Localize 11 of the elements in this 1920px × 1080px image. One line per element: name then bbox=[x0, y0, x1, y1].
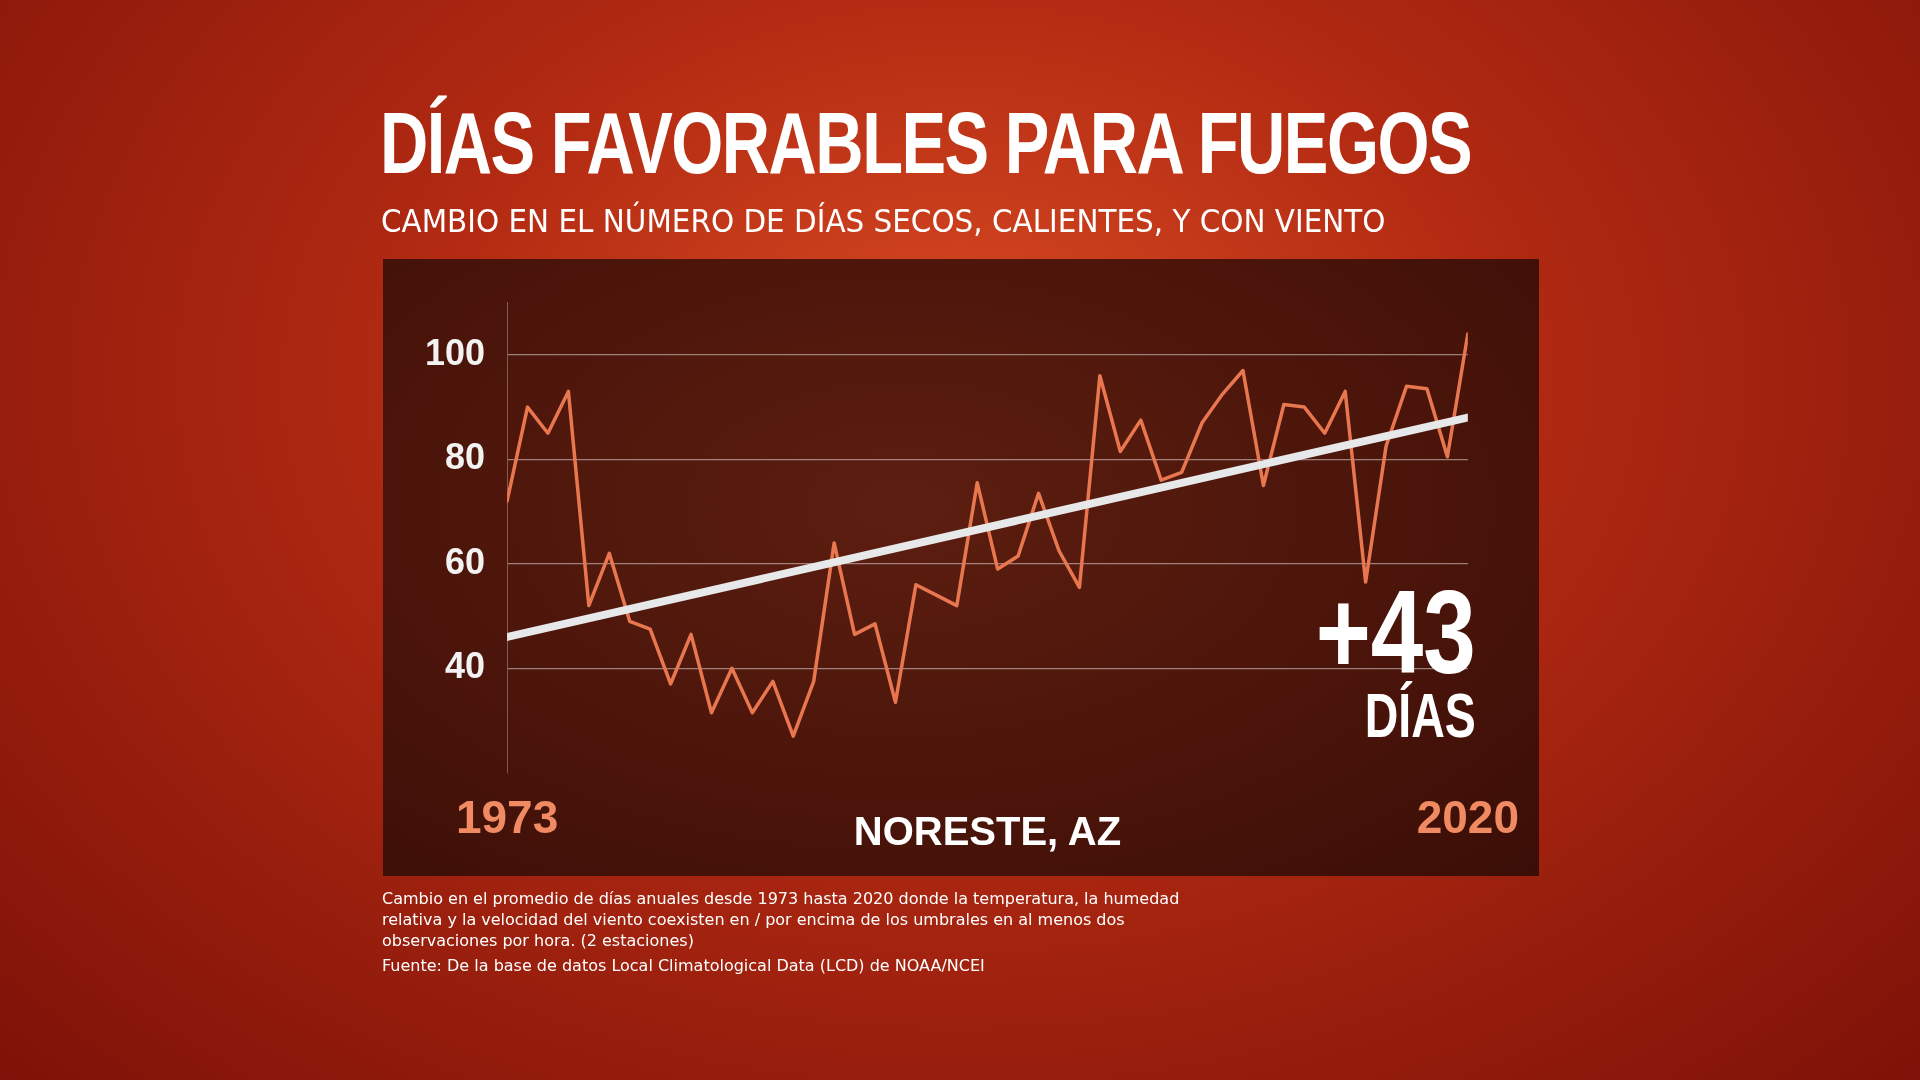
source-note: Fuente: De la base de datos Local Climatological Data (LCD) de NOAA/NCEI bbox=[382, 955, 986, 976]
text: Cambio en el promedio de días anuales desde 1973 hasta 2020 donde la temperatura, la humedad relativa y la velocidad del viento coexisten en / por encima de los umbrales en al menos dos observaciones por hora. (2 estaciones) bbox=[382, 888, 1181, 951]
chart-title: DÍAS FAVORABLES PARA FUEGOS bbox=[380, 92, 1472, 194]
y-tick-label: 40 bbox=[445, 645, 486, 687]
x-tick-label: 2020 bbox=[1416, 791, 1520, 844]
chart-subtitle: CAMBIO EN EL NÚMERO DE DÍAS SECOS, CALIENTES, Y CON VIENTO bbox=[381, 202, 1386, 240]
y-tick-label: 80 bbox=[445, 436, 486, 478]
y-tick-label: 60 bbox=[445, 540, 486, 582]
x-tick-label: 1973 bbox=[455, 791, 559, 844]
y-tick-label: 100 bbox=[424, 331, 486, 373]
x-axis-title: NORESTE, AZ bbox=[853, 809, 1122, 854]
